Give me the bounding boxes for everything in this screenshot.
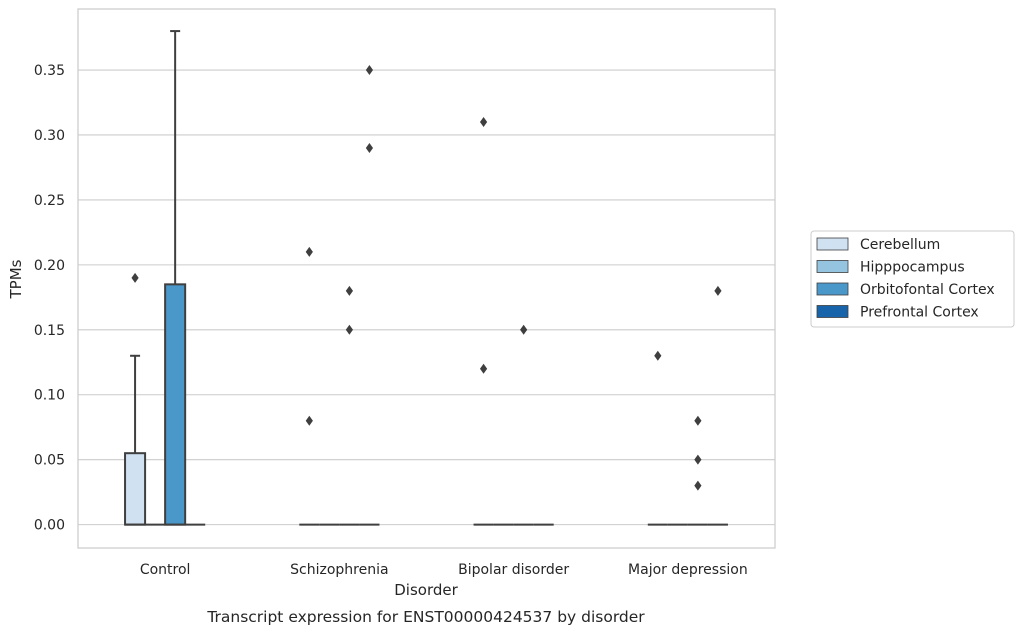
box-group (707, 285, 728, 526)
plot-frame (77, 8, 776, 549)
x-tick-label: Control (140, 562, 191, 578)
outlier-marker (479, 116, 488, 127)
box-body (124, 452, 147, 526)
legend-label: Cerebellum (860, 237, 940, 253)
y-tick-label: 0.35 (34, 63, 65, 79)
outlier-marker (654, 350, 662, 361)
outlier-marker (305, 246, 313, 257)
x-axis-ticks: Control Schizophrenia Bipolar disorder Majo… (140, 562, 748, 578)
x-axis-title: Disorder (394, 581, 458, 599)
box-series (124, 30, 728, 526)
y-tick-label: 0.30 (34, 128, 65, 144)
x-tick-label: Bipolar disorder (458, 562, 569, 578)
outlier-marker (305, 415, 313, 426)
outlier-marker (694, 415, 702, 426)
y-tick-label: 0.00 (34, 518, 65, 534)
outlier-marker (365, 142, 374, 153)
y-tick-label: 0.05 (34, 453, 65, 469)
outlier-marker (365, 65, 374, 76)
x-tick-label: Major depression (628, 562, 748, 578)
x-tick-label: Schizophrenia (290, 562, 388, 578)
box-group (473, 116, 494, 526)
legend-swatch (816, 305, 849, 318)
box-group (339, 285, 360, 526)
y-tick-label: 0.10 (34, 388, 65, 404)
box-group (164, 30, 187, 526)
chart-caption: Transcript expression for ENST0000042453… (206, 608, 645, 626)
box-body (164, 283, 187, 526)
legend-swatch (816, 237, 849, 251)
legend: Cerebellum Hipppocampus Orbitofontal Corte… (810, 230, 1015, 328)
outlier-marker (714, 285, 722, 296)
outlier-marker (520, 324, 528, 335)
legend-label: Hipppocampus (860, 260, 965, 276)
outlier-marker (131, 272, 139, 283)
box-group (299, 246, 320, 526)
y-axis-title: TPMs (7, 259, 25, 299)
outlier-marker (479, 363, 488, 374)
legend-frame (810, 230, 1015, 328)
legend-label: Orbitofontal Cortex (860, 282, 995, 298)
box-group (647, 350, 668, 526)
plot-area-background (78, 9, 775, 548)
y-tick-label: 0.15 (34, 323, 65, 339)
y-axis-ticks: 0.00 0.05 0.10 0.15 0.20 0.25 0.30 0.35 (34, 63, 65, 534)
outlier-marker (345, 324, 353, 335)
outlier-marker (345, 285, 353, 296)
legend-swatch (816, 282, 849, 296)
legend-swatch (816, 260, 849, 273)
box-group (687, 415, 708, 526)
outlier-marker (694, 480, 702, 491)
box-group (124, 272, 147, 526)
y-tick-label: 0.20 (34, 258, 65, 274)
box-group (359, 65, 380, 526)
box-group (513, 324, 534, 526)
outlier-marker (694, 454, 702, 465)
legend-label: Prefrontal Cortex (860, 305, 979, 321)
y-tick-label: 0.25 (34, 193, 65, 209)
